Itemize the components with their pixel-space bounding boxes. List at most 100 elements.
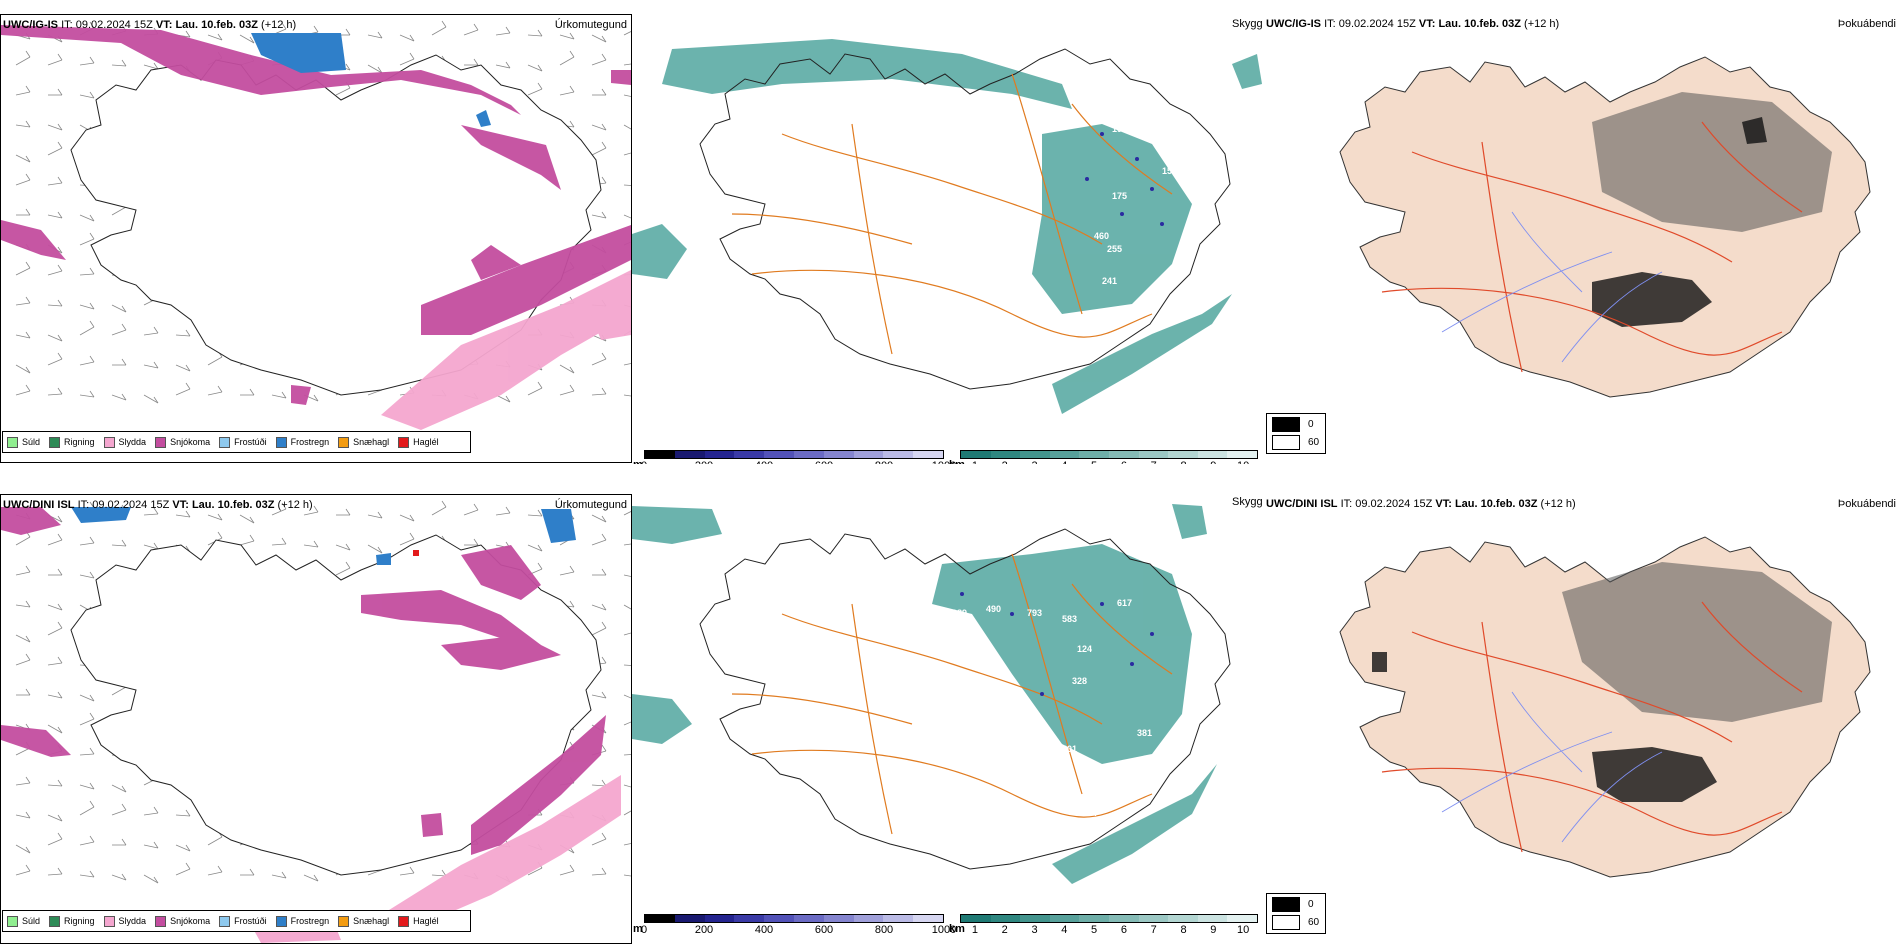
it-value: 09.02.2024 15Z: [1338, 18, 1416, 30]
wind-barb-flag: [25, 50, 31, 58]
fog-panel-top: UWC/IG-IS IT: 09.02.2024 15Z VT: Lau. 10…: [1262, 14, 1900, 464]
fog-roads: [1381, 601, 1803, 853]
wind-barb-flag: [89, 56, 95, 64]
wind-barb-flag: [121, 323, 127, 331]
wind-barb: [559, 390, 575, 396]
wind-barb-flag: [89, 747, 95, 755]
wind-barb: [591, 393, 607, 396]
wind-barb-flag: [185, 844, 191, 852]
wind-barb: [431, 874, 447, 877]
precip-legend-item: Rigning: [49, 436, 95, 448]
wind-barb: [143, 544, 159, 550]
height-color-step: [823, 915, 854, 922]
wind-barb: [47, 214, 63, 219]
wind-barb-flag: [57, 867, 63, 875]
wind-barb-flag: [185, 30, 191, 38]
visibility-value: 255: [1107, 244, 1122, 254]
vt-label: VT:: [1418, 18, 1436, 30]
visibility-value: 460: [1094, 231, 1109, 241]
wind-barb-flag: [249, 388, 255, 396]
wind-barb-flag: [25, 653, 31, 661]
precip-legend-item: Slydda: [103, 436, 146, 448]
wind-barb: [271, 394, 287, 399]
wind-barb: [591, 147, 607, 156]
legend-label: Rigning: [64, 916, 95, 926]
wind-barb-flag: [25, 635, 31, 643]
wind-barb-flag: [121, 305, 127, 313]
wind-barb-flag: [57, 334, 63, 342]
wind-barb: [239, 34, 255, 44]
wind-barb: [15, 604, 31, 608]
height-color-step: [645, 451, 675, 458]
wind-barb: [367, 64, 383, 74]
vt-label: VT:: [155, 19, 173, 31]
legend-label: Haglél: [413, 437, 439, 447]
wind-barb: [559, 34, 575, 40]
wind-barb-flag: [377, 66, 383, 74]
visibility-fields: [632, 504, 1217, 884]
wind-barb: [623, 363, 631, 366]
wind-barb: [143, 364, 159, 369]
height-tick: 200: [695, 460, 713, 464]
legend-swatch: [219, 915, 231, 927]
wind-barb-flag: [57, 533, 63, 541]
wind-barb-flag: [121, 59, 127, 67]
wind-barb: [79, 806, 95, 816]
wind-barb-flag: [249, 516, 255, 524]
wind-barb: [47, 694, 63, 699]
height-color-step: [853, 915, 884, 922]
wind-barb: [15, 364, 31, 374]
wind-barb-flag: [473, 23, 479, 31]
wind-barb: [79, 304, 95, 310]
legend-swatch: [1272, 897, 1300, 912]
wind-barb-flag: [217, 33, 223, 41]
wind-barb-flag: [377, 31, 383, 39]
wind-barb: [399, 538, 415, 546]
wind-barb-flag: [601, 568, 607, 576]
wind-barb: [527, 88, 543, 96]
legend-swatch: [1272, 417, 1300, 432]
wind-barb-flag: [89, 390, 95, 398]
height-color-step: [764, 915, 794, 922]
wind-barb: [47, 838, 63, 846]
legend-label: 60: [1308, 917, 1320, 928]
wind-barb-flag: [601, 387, 607, 395]
it-label: IT:: [1340, 498, 1353, 510]
visibility-color-step: [1020, 915, 1050, 922]
wind-barb-flag: [121, 803, 127, 811]
wind-barb-flag: [89, 91, 95, 99]
fog-black-areas: [1592, 117, 1767, 327]
wind-barb-flag: [409, 52, 415, 60]
precip-legend-item: Haglél: [398, 436, 439, 448]
height-unit: m: [633, 923, 643, 935]
wind-barb: [559, 870, 575, 876]
wind-barb-flag: [409, 866, 415, 874]
visibility-values: 707 199 175 460 255 241 150: [1087, 101, 1177, 286]
wind-barb: [623, 63, 631, 66]
wind-barb: [367, 34, 383, 39]
wind-barb-flag: [121, 358, 127, 366]
wind-barb: [271, 874, 287, 879]
wind-barb: [15, 91, 31, 96]
wind-barb: [623, 543, 631, 546]
height-tick: 1000: [931, 924, 957, 936]
wind-barb: [399, 34, 415, 42]
wind-barb: [47, 724, 63, 734]
legend-label: Frostregn: [290, 437, 330, 447]
wind-barb: [367, 869, 383, 876]
precip-snow-areas: [1, 507, 606, 855]
visibility-unit: km: [949, 459, 965, 464]
precip-freezing-rain-areas: [71, 507, 576, 565]
wind-barb-flag: [217, 865, 223, 873]
wind-barb-flag: [57, 141, 63, 149]
wind-barb-flag: [25, 846, 31, 854]
wind-barb-flag: [601, 656, 607, 664]
visibility-label: Skyggni: [1232, 496, 1262, 508]
wind-barb: [175, 868, 191, 876]
wind-barb-flag: [57, 53, 63, 61]
vt-label: VT:: [172, 499, 189, 511]
visibility-color-step: [1049, 915, 1080, 922]
wind-barb: [79, 361, 95, 366]
wind-barb: [623, 874, 631, 877]
